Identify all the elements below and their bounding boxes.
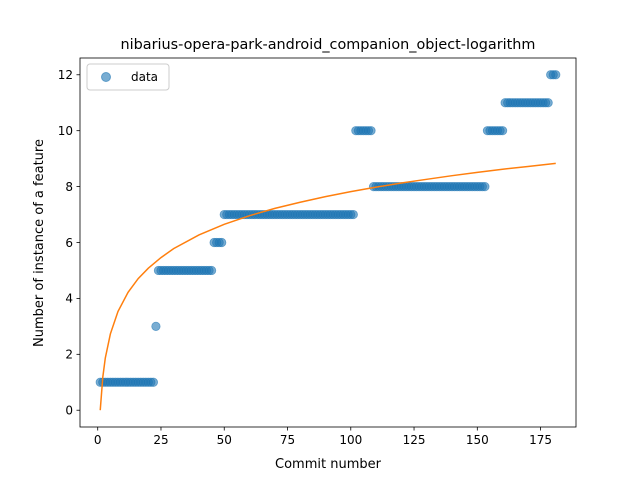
x-axis-label: Commit number: [275, 457, 382, 472]
y-axis-label: Number of instance of a feature: [32, 139, 47, 347]
data-point: [348, 209, 358, 220]
x-tick-label: 150: [466, 433, 489, 447]
y-tick-label: 10: [58, 124, 73, 138]
x-axis: 0 25 50 75 100 125 150 175: [94, 427, 552, 447]
y-tick-label: 4: [65, 292, 73, 306]
x-tick-label: 0: [94, 433, 102, 447]
data-point: [151, 321, 161, 331]
x-tick-label: 100: [339, 433, 362, 447]
x-tick-label: 175: [529, 433, 552, 447]
y-tick-label: 2: [65, 348, 73, 362]
legend-box: [86, 63, 170, 91]
y-tick-label: 8: [65, 180, 73, 194]
y-axis: 0 2 4 6 8 10 12: [58, 68, 80, 418]
y-tick-label: 12: [58, 68, 73, 82]
data-point: [480, 181, 490, 192]
data-point: [543, 98, 553, 108]
legend-label-data: data: [131, 70, 158, 84]
legend: data: [86, 63, 170, 91]
x-tick-label: 50: [217, 433, 232, 447]
y-tick-label: 0: [65, 404, 73, 418]
chart-title: nibarius-opera-park-android_companion_ob…: [121, 37, 536, 53]
data-point: [551, 70, 561, 80]
plot-area: [95, 70, 561, 411]
data-point: [498, 126, 508, 136]
data-point: [148, 377, 158, 387]
x-tick-label: 75: [280, 433, 295, 447]
fit-line: [99, 162, 556, 411]
x-tick-label: 25: [153, 433, 168, 447]
data-point: [206, 265, 217, 276]
data-point: [217, 237, 227, 248]
legend-marker-data: [101, 72, 111, 82]
y-tick-label: 6: [65, 236, 73, 250]
x-tick-label: 125: [403, 433, 426, 447]
data-point: [366, 126, 376, 136]
